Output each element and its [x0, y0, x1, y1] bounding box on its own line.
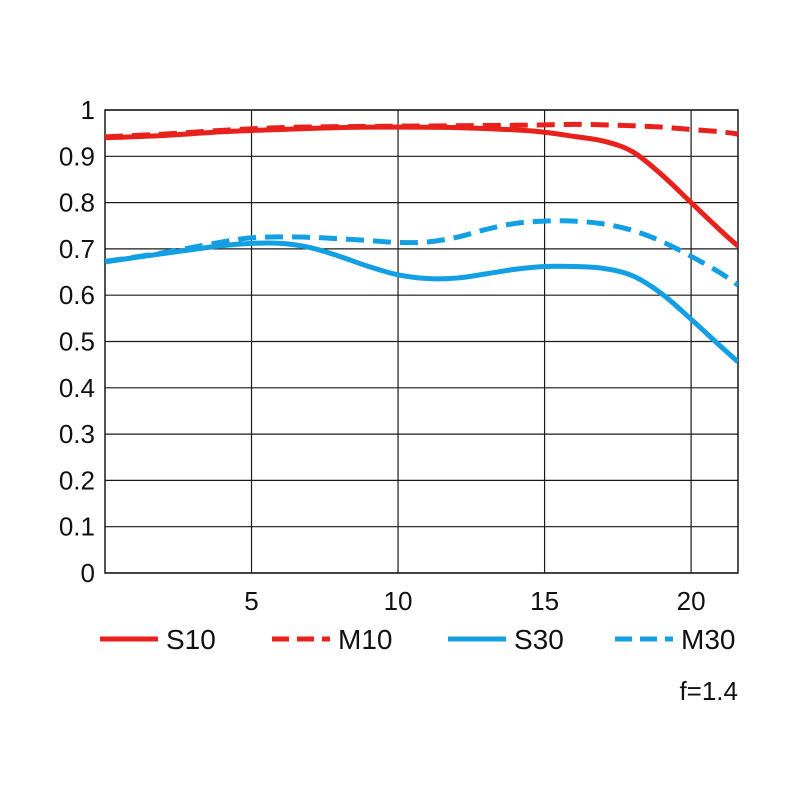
y-tick-label: 0.6 — [59, 280, 95, 310]
x-tick-labels: 5 10 15 20 — [244, 586, 705, 616]
legend: S10 M10 S30 M30 — [100, 624, 735, 655]
y-tick-label: 0.2 — [59, 465, 95, 495]
y-tick-labels: 0 0.1 0.2 0.3 0.4 0.5 0.6 0.7 0.8 0.9 1 — [59, 95, 95, 588]
series-line-s10 — [105, 124, 738, 248]
aperture-annotation: f=1.4 — [679, 676, 738, 706]
legend-label-m10: M10 — [338, 624, 392, 655]
y-tick-label: 0.7 — [59, 234, 95, 264]
y-tick-label: 0.5 — [59, 327, 95, 357]
plot-frame — [104, 109, 739, 574]
series-line-m10 — [105, 121, 738, 140]
x-tick-label: 20 — [677, 586, 706, 616]
legend-label-s30: S30 — [514, 624, 564, 655]
x-tick-label: 10 — [384, 586, 413, 616]
y-tick-label: 0 — [81, 558, 95, 588]
series-line-m30 — [105, 218, 738, 288]
x-tick-label: 5 — [244, 586, 258, 616]
legend-label-s10: S10 — [166, 624, 216, 655]
y-tick-label: 0.3 — [59, 419, 95, 449]
series-lines — [105, 121, 738, 364]
y-tick-label: 0.4 — [59, 373, 95, 403]
x-tick-label: 15 — [530, 586, 559, 616]
y-tick-label: 1 — [81, 95, 95, 125]
y-tick-label: 0.9 — [59, 141, 95, 171]
y-tick-label: 0.8 — [59, 188, 95, 218]
legend-label-m30: M30 — [681, 624, 735, 655]
grid-lines — [105, 109, 738, 574]
series-line-s30 — [105, 240, 738, 364]
y-tick-label: 0.1 — [59, 512, 95, 542]
